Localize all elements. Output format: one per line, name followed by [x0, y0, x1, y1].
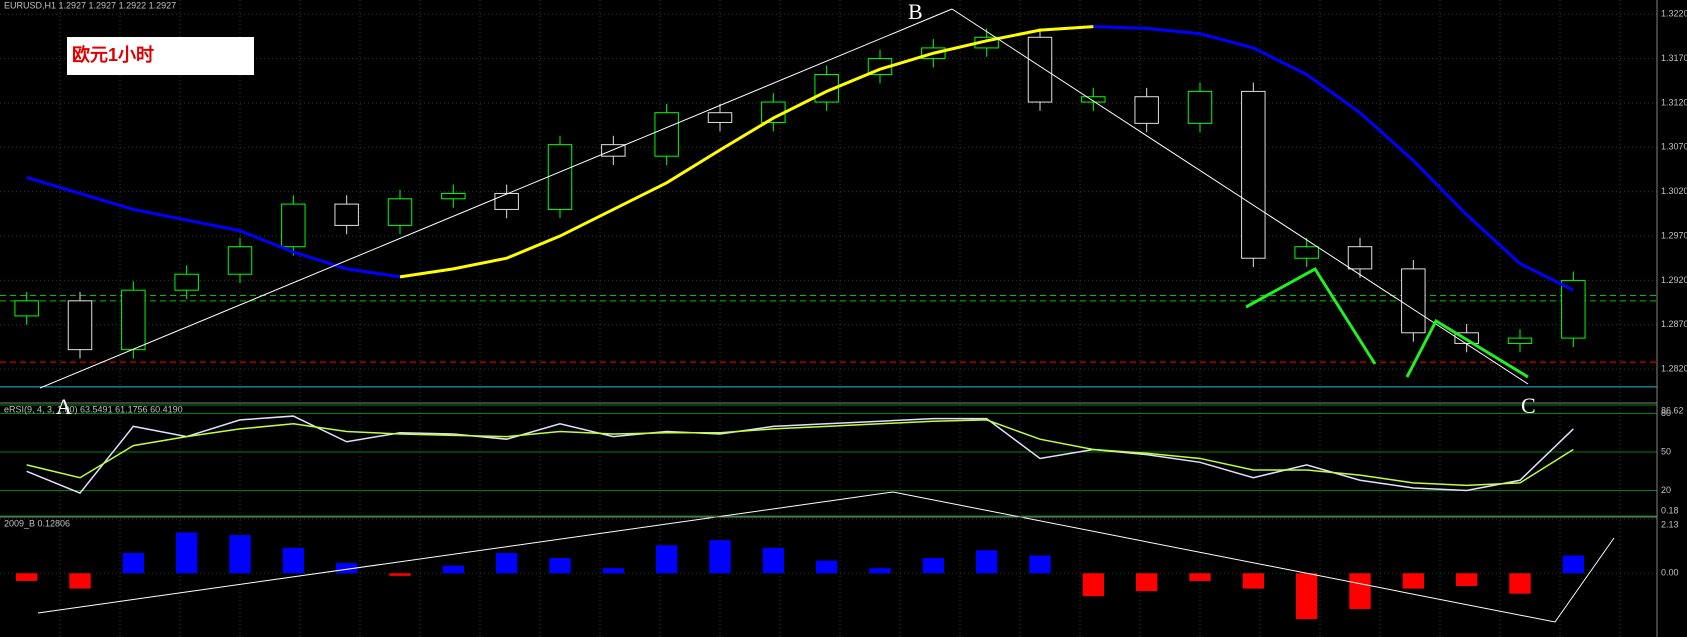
bar — [16, 573, 38, 581]
bar — [549, 557, 571, 574]
y-tick-label: 0.00 — [1661, 568, 1679, 578]
y-tick-label: 1.3220 — [1661, 9, 1687, 19]
y-tick-label: 1.3020 — [1661, 186, 1687, 196]
bar — [1242, 573, 1264, 589]
candle-body — [1134, 96, 1159, 124]
bar — [229, 535, 251, 574]
bar — [1456, 573, 1478, 587]
bar — [1509, 573, 1531, 594]
bar — [1349, 573, 1371, 609]
bar — [976, 550, 998, 574]
bar — [496, 552, 518, 574]
y-tick-label: 1.2820 — [1661, 364, 1687, 374]
bar — [122, 552, 144, 574]
y-tick-label: 0.18 — [1661, 505, 1679, 515]
series-line — [26, 415, 1574, 495]
candle-body — [707, 112, 733, 123]
trend-line — [951, 8, 1529, 385]
bar — [1189, 573, 1211, 581]
bar — [656, 545, 678, 574]
bar — [869, 568, 891, 574]
bar — [1029, 555, 1051, 574]
candle-body — [547, 144, 573, 210]
y-tick-label: 1.2920 — [1661, 275, 1687, 285]
bar — [69, 573, 91, 589]
y-tick-label: 1.2870 — [1661, 319, 1687, 329]
pattern-line — [1405, 318, 1529, 379]
annotation: C — [1521, 393, 1536, 418]
y-tick-label: 1.2970 — [1661, 230, 1687, 240]
y-tick-label: 1.3170 — [1661, 53, 1687, 63]
y-tick-label: 2.13 — [1661, 519, 1679, 529]
series-line — [399, 25, 1094, 279]
bar — [1082, 573, 1104, 597]
candle-body — [227, 246, 253, 275]
y-tick-label: 80 — [1661, 408, 1671, 418]
candle-body — [121, 289, 146, 351]
candle-body — [1347, 246, 1373, 270]
bar — [389, 573, 411, 576]
y-tick-label: 86.62 — [1661, 405, 1684, 415]
bar — [1296, 573, 1318, 620]
candle-body — [14, 300, 39, 317]
bar — [1402, 573, 1424, 589]
candle-body — [67, 300, 93, 351]
annotation: A — [56, 394, 72, 419]
chart-label: 欧元1小时 — [72, 44, 154, 65]
y-tick-label: 20 — [1661, 485, 1671, 495]
bar — [709, 540, 731, 574]
series-line — [26, 25, 1574, 292]
candle-body — [281, 203, 306, 248]
annotation: B — [908, 0, 923, 24]
trend-line — [37, 491, 1615, 623]
bar — [1562, 555, 1584, 574]
candle-body — [1081, 96, 1106, 103]
candle-body — [654, 112, 679, 157]
indicator-title: 2009_B 0.12806 — [4, 518, 70, 528]
label-box — [67, 37, 254, 75]
bar — [922, 557, 944, 574]
bar — [602, 568, 624, 574]
y-tick-label: 1.3070 — [1661, 142, 1687, 152]
candle-body — [1294, 246, 1319, 259]
bar — [442, 565, 464, 574]
candle-body — [1187, 90, 1213, 124]
bar — [282, 547, 304, 574]
indicator-title: eRSI(9, 4, 3, 1.00) 63.5491 61.1756 60.4… — [4, 404, 183, 414]
candle-body — [441, 192, 466, 200]
bar — [336, 563, 358, 574]
candle-body — [1027, 36, 1053, 103]
y-tick-label: 50 — [1661, 446, 1671, 456]
bar — [176, 532, 198, 574]
pattern-line — [1245, 267, 1377, 365]
bar — [816, 560, 838, 574]
candle-body — [334, 203, 359, 226]
candle-body — [1241, 90, 1266, 259]
series-line — [26, 419, 1574, 487]
trend-line — [39, 8, 953, 389]
candle-body — [1401, 268, 1426, 334]
chart-title: EURUSD,H1 1.2927 1.2927 1.2922 1.2927 — [4, 0, 176, 10]
y-tick-label: 1.3120 — [1661, 97, 1687, 107]
candle-body — [601, 144, 626, 157]
candle-body — [174, 273, 199, 291]
bar — [762, 547, 784, 574]
candle-body — [1507, 337, 1533, 344]
candle-body — [1561, 279, 1586, 339]
candle-body — [494, 192, 519, 210]
bar — [1136, 573, 1158, 592]
candle-body — [387, 198, 413, 226]
